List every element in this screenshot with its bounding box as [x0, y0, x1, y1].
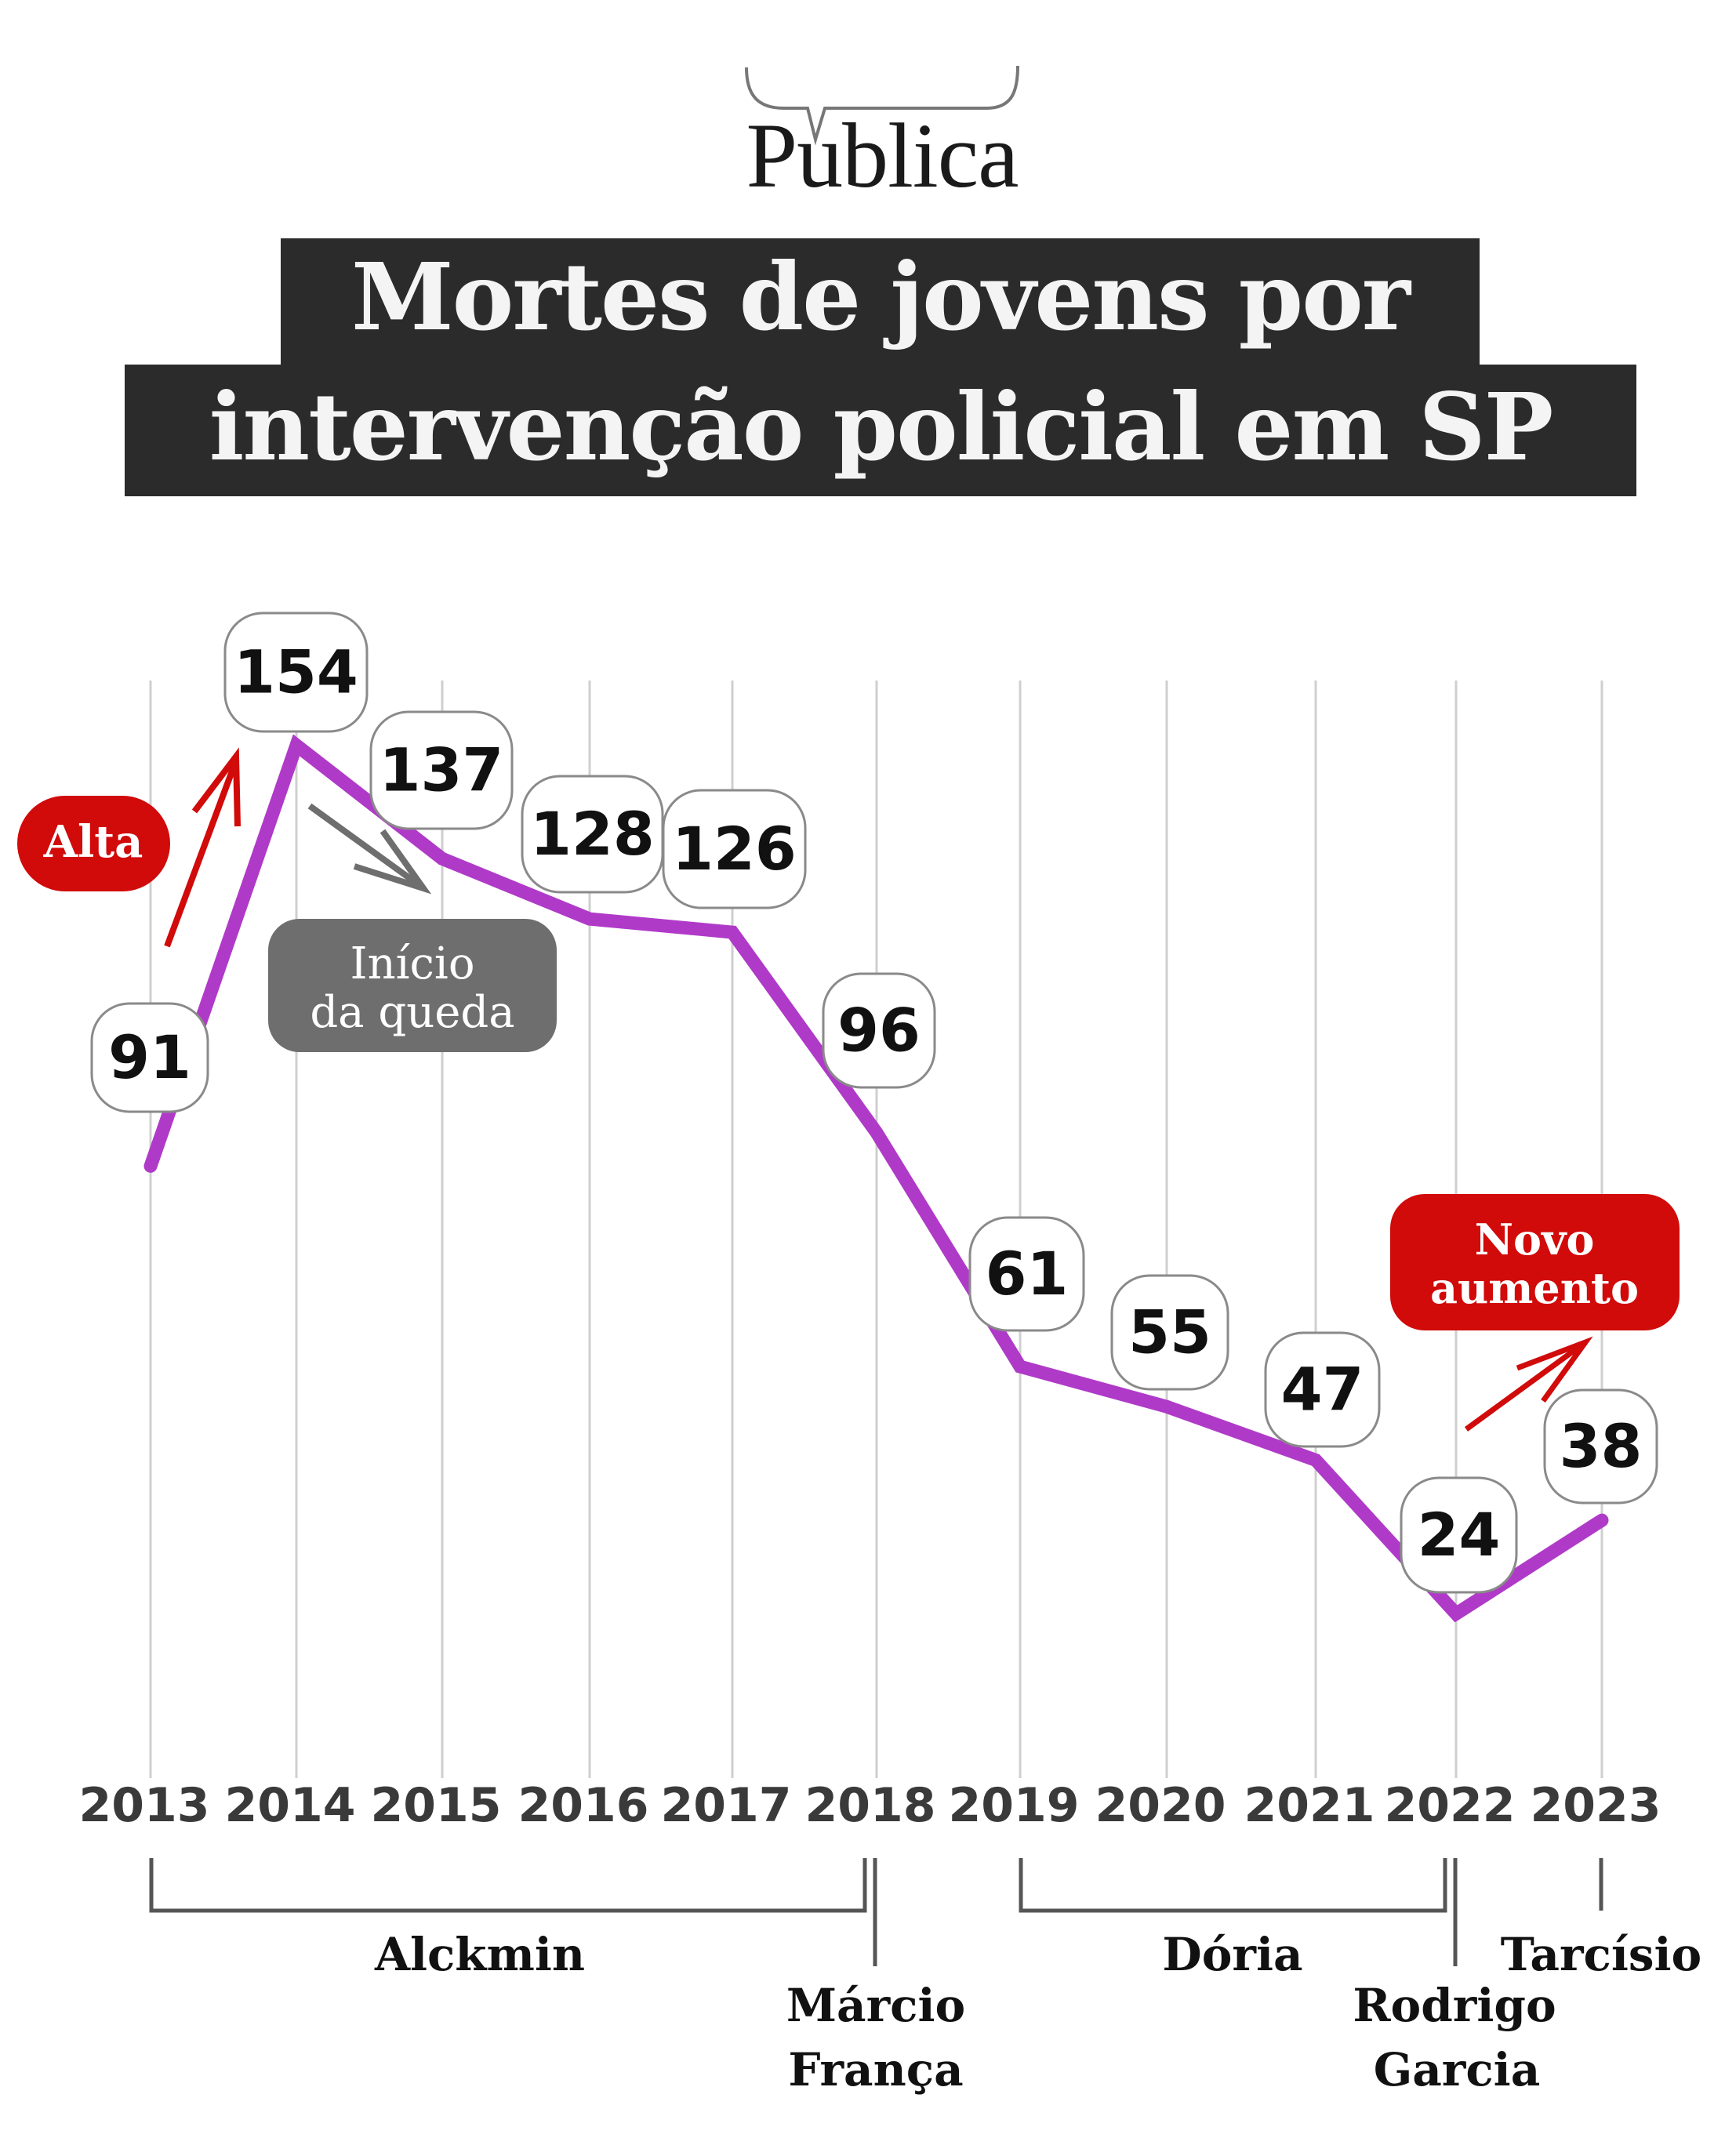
data-label-2018: 96	[822, 972, 936, 1089]
data-label-value: 154	[234, 637, 358, 707]
x-tick-label: 2021	[1244, 1778, 1375, 1833]
publica-logo: Publica	[746, 104, 1019, 207]
data-label-value: 137	[380, 735, 504, 805]
data-label-value: 55	[1128, 1298, 1211, 1367]
governor-label: Garcia	[1374, 2043, 1541, 2096]
data-label-box	[968, 1216, 1085, 1332]
data-label-2013: 91	[90, 1002, 209, 1113]
bracket-doria	[1019, 1858, 1447, 1913]
up-right-arrow-icon	[1464, 1336, 1593, 1432]
x-tick-label: 2015	[371, 1778, 502, 1833]
alta-badge	[17, 796, 170, 891]
data-label-2014: 154	[223, 612, 369, 733]
inicio-queda-line-2: da queda	[310, 987, 514, 1038]
data-label-value: 61	[986, 1239, 1069, 1308]
x-tick-label: 2019	[949, 1778, 1080, 1833]
governor-brackets	[149, 1858, 1603, 1966]
governor-label: Márcio	[786, 1979, 965, 2032]
up-arrow-icon	[164, 747, 241, 948]
chart-title-line-1: Mortes de jovens por	[281, 238, 1480, 365]
data-label-value: 126	[672, 814, 797, 884]
data-label-2023: 38	[1543, 1388, 1658, 1504]
governor-label: França	[788, 2043, 963, 2096]
down-arrow-icon	[307, 803, 432, 895]
x-tick-label: 2013	[79, 1778, 210, 1833]
alta-annotation: Alta	[17, 796, 170, 891]
data-label-value: 91	[108, 1022, 191, 1092]
governor-label: Rodrigo	[1353, 1979, 1556, 2032]
data-label-box	[822, 972, 936, 1089]
data-label-box	[1264, 1331, 1381, 1448]
data-label-value: 128	[530, 799, 655, 869]
data-label-2015: 137	[369, 710, 514, 830]
data-label-box	[662, 789, 807, 909]
data-label-2020: 55	[1110, 1274, 1229, 1391]
novo-aumento-badge	[1390, 1194, 1680, 1330]
speech-bubble-icon	[745, 65, 1019, 146]
data-label-value: 47	[1281, 1355, 1364, 1425]
annotations: Alta Início da queda Novo aumento	[17, 747, 1680, 1432]
novo-aumento-line-2: aumento	[1430, 1263, 1639, 1313]
governor-label: Tarcísio	[1501, 1928, 1701, 1981]
data-label-box	[1400, 1476, 1518, 1594]
x-tick-label: 2017	[661, 1778, 792, 1833]
data-label-2021: 47	[1264, 1331, 1381, 1448]
alta-label: Alta	[43, 816, 143, 868]
data-label-value: 24	[1418, 1500, 1501, 1570]
data-label-box	[223, 612, 369, 733]
inicio-queda-badge	[268, 919, 557, 1052]
novo-aumento-line-1: Novo	[1475, 1214, 1595, 1265]
x-tick-label: 2016	[518, 1778, 649, 1833]
data-label-value: 38	[1560, 1411, 1643, 1481]
x-tick-label: 2022	[1385, 1778, 1516, 1833]
bracket-alckmin	[149, 1858, 867, 1913]
data-label-box	[369, 710, 514, 830]
governor-labels: Alckmin Márcio França Dória Rodrigo Garcia Tar…	[374, 1928, 1701, 2096]
data-label-box	[1110, 1274, 1229, 1391]
data-label-2016: 128	[521, 775, 664, 894]
data-label-box	[1543, 1388, 1658, 1504]
data-label-box	[90, 1002, 209, 1113]
governor-label: Alckmin	[374, 1928, 585, 1981]
data-labels: 91 154 137 128 126 96 61 55 47 24 38	[90, 612, 1658, 1594]
chart-title-line-2: intervenção policial em SP	[125, 365, 1636, 496]
x-tick-label: 2023	[1531, 1778, 1661, 1833]
data-label-value: 96	[837, 996, 921, 1065]
x-tick-label: 2018	[805, 1778, 936, 1833]
data-label-2017: 126	[662, 789, 807, 909]
x-tick-label: 2020	[1095, 1778, 1226, 1833]
inicio-queda-annotation: Início da queda	[268, 919, 557, 1052]
data-label-2019: 61	[968, 1216, 1085, 1332]
x-tick-label: 2014	[225, 1778, 356, 1833]
novo-aumento-annotation: Novo aumento	[1390, 1194, 1680, 1330]
x-axis-ticks: 2013 2014 2015 2016 2017 2018 2019 2020 2021 2022…	[79, 1778, 1661, 1833]
inicio-queda-line-1: Início	[350, 938, 474, 989]
governor-label: Dória	[1162, 1928, 1302, 1981]
data-label-2022: 24	[1400, 1476, 1518, 1594]
